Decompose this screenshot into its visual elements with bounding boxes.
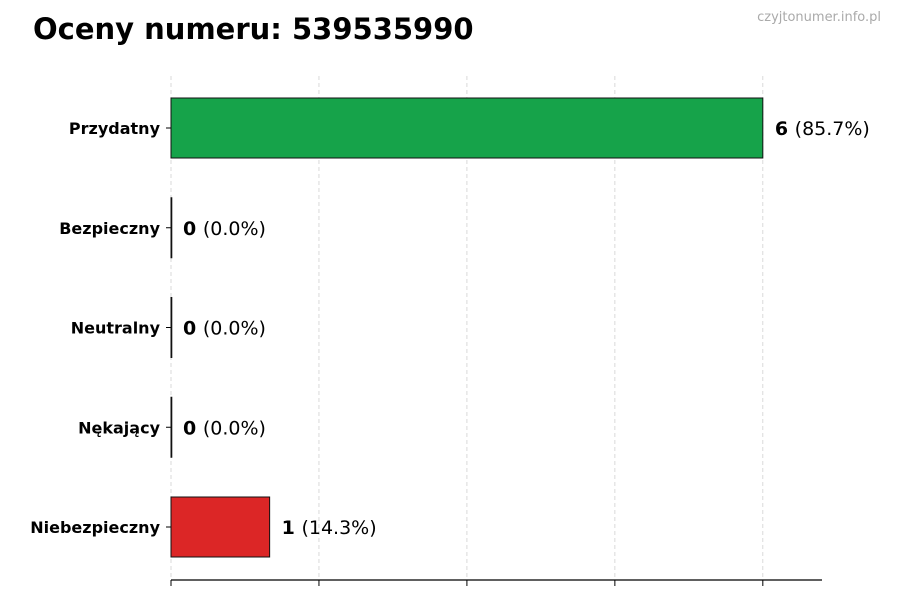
value-count: 1 [282,517,302,539]
value-label: 0 (0.0%) [183,318,266,340]
value-count: 6 [775,118,795,140]
value-percent: (14.3%) [301,517,376,539]
value-count: 0 [183,318,203,340]
chart-title: Oceny numeru: 539535990 [33,12,474,46]
bar [170,97,764,159]
value-percent: (0.0%) [203,318,266,340]
category-label: Neutralny [71,319,161,338]
value-label: 0 (0.0%) [183,417,266,439]
value-percent: (0.0%) [203,417,266,439]
category-label: Nękający [78,418,160,437]
bar [170,197,173,259]
bar [170,496,271,558]
category-label: Niebezpieczny [30,518,160,537]
bar [170,297,173,358]
value-count: 0 [183,218,203,240]
value-label: 1 (14.3%) [282,517,377,539]
watermark: czyjtonumer.info.pl [757,10,881,25]
value-percent: (0.0%) [203,218,266,240]
bar [170,396,173,458]
value-label: 6 (85.7%) [775,118,870,140]
value-count: 0 [183,417,203,439]
value-percent: (85.7%) [795,118,870,140]
category-label: Przydatny [69,119,161,138]
value-label: 0 (0.0%) [183,218,266,240]
category-label: Bezpieczny [59,219,160,238]
